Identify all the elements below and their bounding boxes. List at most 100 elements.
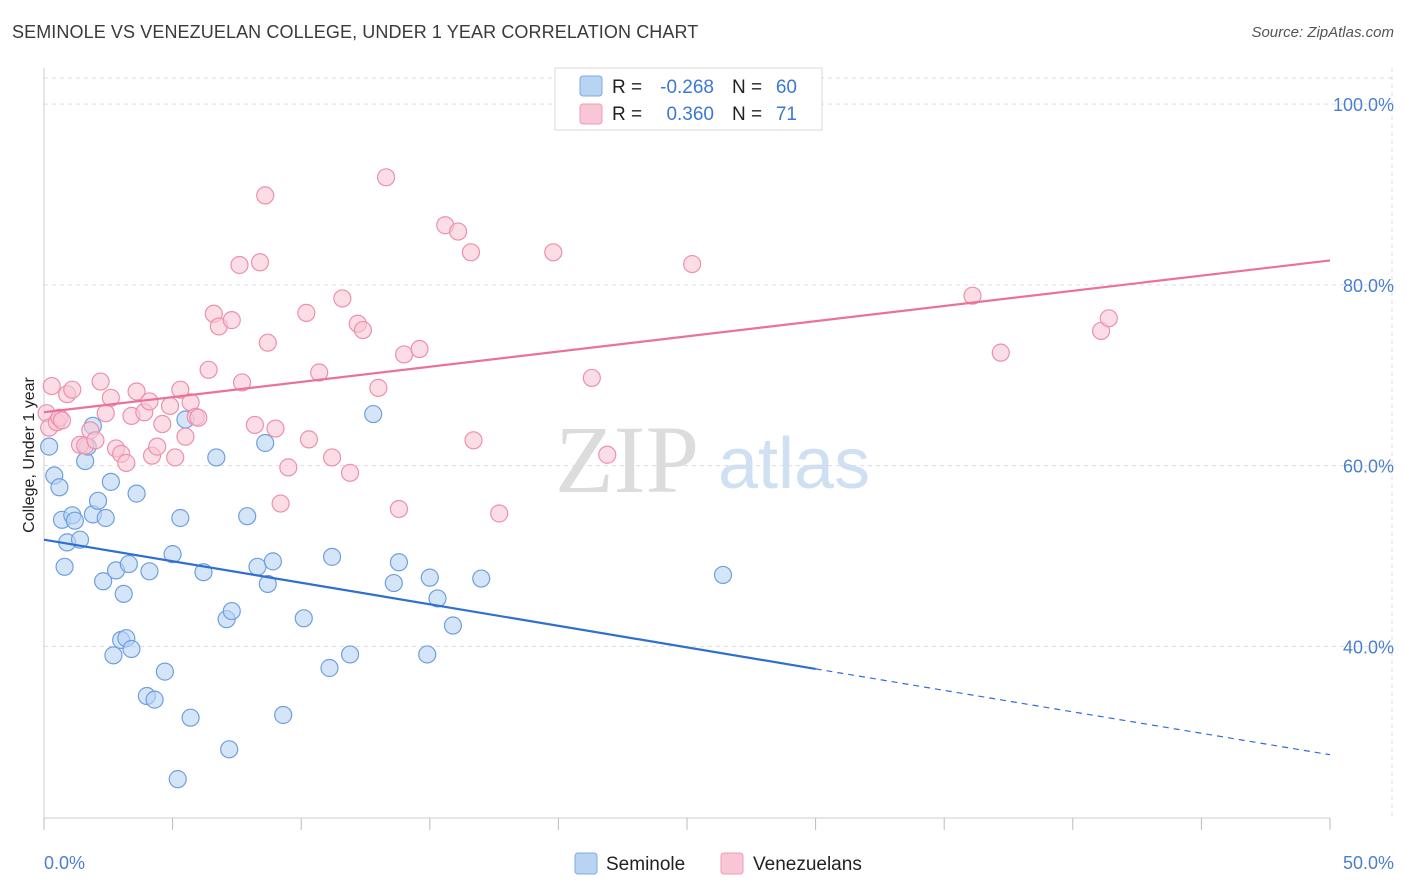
venezuelan-point bbox=[322, 448, 342, 467]
seminole-point bbox=[294, 609, 313, 628]
seminole-point bbox=[238, 507, 257, 526]
seminole-point bbox=[222, 601, 241, 621]
seminole-point bbox=[122, 639, 141, 659]
venezuelan-point bbox=[117, 453, 136, 472]
seminole-point bbox=[50, 478, 69, 497]
venezuelan-point bbox=[461, 243, 481, 262]
seminole-point bbox=[322, 547, 342, 566]
seminole-point bbox=[114, 584, 133, 604]
venezuelan-point bbox=[279, 458, 298, 477]
venezuelan-point bbox=[271, 494, 290, 513]
venezuelan-point bbox=[464, 431, 483, 450]
legend-n-label-seminole: N = bbox=[732, 77, 762, 98]
legend: R = -0.268 N = 60 R = 0.360 N = 71 bbox=[554, 67, 823, 131]
venezuelan-point bbox=[369, 378, 388, 397]
seminole-point bbox=[55, 557, 74, 576]
venezuelan-point bbox=[598, 445, 617, 464]
seminole-point bbox=[96, 508, 115, 528]
legend-n-value-seminole: 60 bbox=[776, 77, 797, 98]
venezuelan-point bbox=[153, 414, 172, 434]
venezuelan-point bbox=[266, 419, 285, 438]
chart-title: SEMINOLE VS VENEZUELAN COLLEGE, UNDER 1 … bbox=[12, 22, 699, 42]
venezuelan-trend-line bbox=[43, 259, 1331, 414]
bottom-legend-label-venezuelans: Venezuelans bbox=[753, 854, 862, 875]
x-tick-label-max: 50.0% bbox=[1343, 853, 1394, 873]
seminole-point bbox=[40, 437, 59, 456]
venezuelan-point bbox=[189, 408, 208, 427]
y-tick-label-100: 100.0% bbox=[1333, 95, 1394, 115]
y-tick-labels: 40.0% 60.0% 80.0% 100.0% bbox=[1333, 95, 1394, 657]
venezuelan-point bbox=[96, 404, 115, 423]
seminole-point bbox=[263, 552, 283, 571]
venezuelan-point bbox=[86, 431, 105, 450]
legend-swatch-venezuelans bbox=[579, 103, 603, 125]
venezuelan-point bbox=[991, 343, 1010, 362]
venezuelan-point bbox=[63, 380, 82, 399]
bottom-legend: Seminole Venezuelans bbox=[574, 852, 862, 875]
seminole-point bbox=[340, 645, 360, 664]
venezuelan-point bbox=[376, 168, 396, 187]
venezuelan-point bbox=[353, 320, 373, 340]
venezuelan-point bbox=[166, 448, 185, 467]
venezuelan-point bbox=[310, 363, 329, 382]
venezuelan-point bbox=[333, 289, 352, 308]
seminole-point bbox=[256, 433, 275, 453]
seminole-point bbox=[207, 448, 226, 467]
venezuelan-point bbox=[199, 360, 218, 379]
seminole-point bbox=[127, 484, 146, 503]
venezuelan-point bbox=[42, 376, 61, 396]
seminole-point bbox=[258, 574, 277, 594]
venezuelan-points bbox=[37, 168, 1118, 523]
venezuelan-point bbox=[448, 222, 468, 241]
bottom-legend-swatch-seminole bbox=[574, 852, 598, 875]
seminole-point bbox=[389, 553, 409, 572]
seminole-point bbox=[472, 569, 491, 588]
venezuelan-point bbox=[389, 499, 409, 519]
seminole-point bbox=[101, 472, 120, 491]
venezuelan-point bbox=[297, 303, 316, 322]
seminole-points bbox=[40, 404, 733, 789]
seminole-point bbox=[418, 645, 437, 664]
seminole-point bbox=[104, 646, 123, 665]
seminole-point bbox=[364, 404, 383, 424]
venezuelan-point bbox=[222, 311, 241, 330]
venezuelan-point bbox=[963, 286, 982, 305]
bottom-legend-swatch-venezuelans bbox=[720, 852, 744, 875]
legend-r-value-venezuelans: 0.360 bbox=[666, 104, 714, 125]
seminole-point bbox=[443, 616, 463, 635]
y-axis-title: College, Under 1 year bbox=[21, 377, 38, 533]
venezuelan-point bbox=[232, 373, 252, 392]
seminole-point bbox=[248, 557, 267, 576]
y-tick-label-60: 60.0% bbox=[1343, 457, 1394, 477]
seminole-point bbox=[171, 508, 190, 528]
trend-lines bbox=[43, 259, 1331, 756]
seminole-point bbox=[140, 562, 159, 581]
seminole-trend-line bbox=[43, 538, 816, 670]
legend-r-label-venezuelans: R = bbox=[612, 104, 642, 125]
source-credit: Source: ZipAtlas.com bbox=[1251, 24, 1394, 41]
watermark-zip: ZIP bbox=[555, 406, 699, 513]
venezuelan-point bbox=[52, 411, 72, 430]
seminole-point bbox=[94, 572, 113, 591]
venezuelan-point bbox=[1099, 309, 1118, 328]
x-ticks bbox=[43, 818, 1331, 830]
venezuelan-point bbox=[160, 396, 180, 416]
venezuelan-point bbox=[299, 430, 319, 449]
seminole-point bbox=[274, 705, 293, 725]
seminole-point bbox=[713, 565, 733, 585]
x-tick-label-min: 0.0% bbox=[44, 853, 85, 873]
venezuelan-point bbox=[340, 463, 360, 482]
seminole-point bbox=[168, 770, 187, 789]
legend-swatch-seminole bbox=[579, 75, 603, 97]
legend-r-label-seminole: R = bbox=[612, 77, 642, 98]
seminole-point bbox=[65, 511, 84, 530]
venezuelan-point bbox=[127, 382, 146, 401]
venezuelan-point bbox=[176, 427, 195, 446]
seminole-point bbox=[119, 554, 138, 574]
venezuelan-point bbox=[394, 345, 414, 364]
seminole-point bbox=[145, 690, 164, 709]
venezuelan-point bbox=[258, 333, 277, 352]
venezuelan-point bbox=[256, 186, 275, 205]
legend-n-value-venezuelans: 71 bbox=[776, 104, 797, 125]
